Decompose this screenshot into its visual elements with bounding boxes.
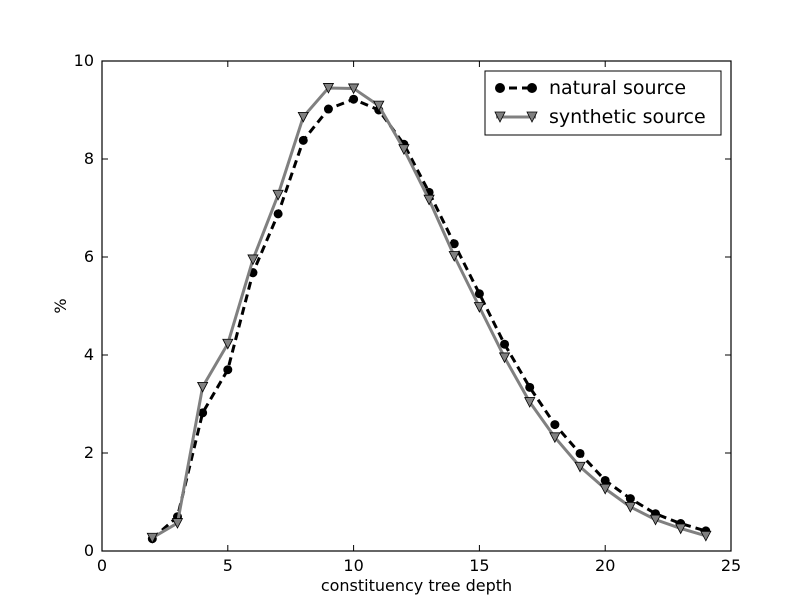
data-point xyxy=(171,518,184,529)
data-point xyxy=(524,397,536,408)
y-axis-label: % xyxy=(51,298,70,313)
data-point xyxy=(574,461,586,473)
data-point xyxy=(525,382,535,392)
data-point xyxy=(498,352,511,364)
x-tick-label: 10 xyxy=(343,556,363,575)
data-point xyxy=(373,100,385,112)
data-point xyxy=(423,194,435,206)
data-point xyxy=(298,135,308,145)
y-tick-label: 6 xyxy=(84,247,94,266)
y-tick-label: 4 xyxy=(84,345,94,364)
legend-marker-natural xyxy=(495,83,505,93)
x-axis-label: constituency tree depth xyxy=(321,576,512,595)
data-point xyxy=(398,144,410,156)
legend-box xyxy=(484,70,722,136)
x-tick-label: 25 xyxy=(721,556,741,575)
legend-label-natural: natural source xyxy=(549,77,686,99)
data-point xyxy=(196,381,209,393)
legend-marker-natural xyxy=(527,83,537,93)
data-point xyxy=(649,514,662,526)
legend: natural source synthetic source xyxy=(484,70,722,136)
legend-label-synthetic: synthetic source xyxy=(549,106,706,128)
x-tick-label: 0 xyxy=(97,556,107,575)
data-point xyxy=(474,289,484,299)
data-point xyxy=(675,523,687,535)
data-point xyxy=(449,239,459,249)
data-point xyxy=(347,83,360,95)
y-tick-label: 0 xyxy=(84,541,94,560)
legend-marker-synthetic xyxy=(494,111,506,123)
data-point xyxy=(600,475,610,485)
legend-marker-synthetic xyxy=(526,111,538,123)
data-point xyxy=(198,408,208,418)
data-point xyxy=(700,530,712,542)
data-point xyxy=(297,111,309,123)
data-point xyxy=(625,494,635,504)
y-tick-label: 2 xyxy=(84,443,94,462)
data-point xyxy=(322,83,335,94)
data-point xyxy=(323,104,333,114)
data-point xyxy=(272,189,284,201)
data-point xyxy=(599,483,611,495)
ticks-layer: 0 5 10 15 20 25 0 2 4 6 8 10 xyxy=(74,51,742,575)
data-point xyxy=(273,209,283,219)
data-point xyxy=(473,302,486,313)
series-synthetic-source xyxy=(146,83,712,544)
data-point xyxy=(575,448,585,458)
data-point xyxy=(549,432,561,444)
data-point xyxy=(624,502,637,513)
y-tick-label: 8 xyxy=(84,149,94,168)
x-tick-label: 5 xyxy=(223,556,233,575)
data-point xyxy=(247,254,259,266)
data-point xyxy=(146,532,158,544)
x-tick-label: 20 xyxy=(595,556,615,575)
data-point xyxy=(222,338,234,350)
y-tick-label: 10 xyxy=(74,51,94,70)
data-point xyxy=(500,339,510,349)
series-layer xyxy=(146,83,712,544)
x-tick-label: 15 xyxy=(469,556,489,575)
data-point xyxy=(349,94,359,104)
data-point xyxy=(223,365,233,375)
data-point xyxy=(550,420,560,430)
plot-frame xyxy=(101,60,732,552)
data-point xyxy=(448,251,460,262)
